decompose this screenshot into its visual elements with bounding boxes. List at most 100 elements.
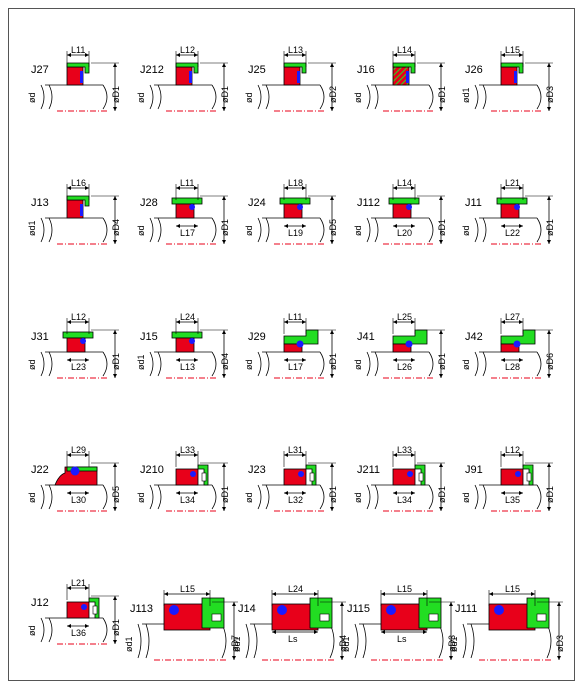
shaft-end — [428, 217, 434, 243]
dim-top: L11 — [71, 45, 85, 55]
spring — [536, 613, 547, 622]
dim-top: L33 — [180, 445, 195, 455]
dim-left: ød — [244, 225, 254, 236]
shaft-break — [257, 484, 270, 510]
dim-left: ød — [136, 492, 146, 503]
shaft-end — [438, 623, 444, 659]
shaft-break — [366, 351, 379, 377]
oring — [296, 340, 304, 348]
seal-name: J13 — [31, 197, 49, 209]
oring — [407, 471, 413, 477]
shaft-end — [221, 623, 227, 659]
dim-left: ød — [27, 92, 37, 103]
dim-top: L13 — [288, 45, 303, 55]
seal-body — [283, 468, 307, 486]
dim-top: L11 — [180, 178, 194, 188]
spring — [319, 613, 330, 622]
seal-cell-j212: L12 øD1 ød J212 — [136, 45, 230, 112]
shaft-end — [536, 351, 542, 377]
dim-top: L11 — [288, 312, 302, 322]
oring — [80, 71, 83, 83]
spring — [201, 472, 207, 482]
dim-bottom: L22 — [505, 228, 520, 238]
seal-cell-j27: L11 øD1 ød J27 — [27, 45, 121, 112]
dim-top: L15 — [397, 584, 412, 594]
dim-left: ød1 — [136, 354, 146, 370]
dim-left: ød — [27, 359, 37, 370]
shaft-end — [102, 84, 108, 110]
shaft-end — [211, 217, 217, 243]
seal-name: J113 — [130, 603, 153, 615]
dim-right: øD1 — [437, 86, 447, 103]
oring — [297, 204, 303, 210]
shaft-break — [149, 217, 162, 243]
dim-bottom: L17 — [288, 362, 303, 372]
spring — [211, 613, 222, 622]
seal-name: J41 — [357, 331, 375, 343]
shaft-break — [474, 217, 487, 243]
seal-housing — [526, 597, 550, 629]
seal-cell-j13: L16 øD4 ød1 J13 — [27, 178, 121, 245]
seal-cell-j29: L11 L17 øD1 ød J29 — [244, 312, 338, 379]
seal-bar — [496, 197, 528, 205]
oring — [277, 605, 287, 615]
dim-left: ød1 — [124, 636, 134, 652]
shaft-end — [211, 84, 217, 110]
shaft-end — [211, 484, 217, 510]
shaft-end — [319, 484, 325, 510]
seal-cell-j42: L27 L28 øD6 ød J42 — [461, 312, 555, 379]
dim-bottom: L26 — [397, 362, 412, 372]
oring — [513, 340, 521, 348]
seal-bar — [388, 197, 420, 205]
dim-right: øD4 — [111, 219, 121, 236]
dim-top: L24 — [180, 312, 195, 322]
dim-right: øD2 — [328, 86, 338, 103]
shaft-end — [428, 351, 434, 377]
dim-left: ød — [353, 92, 363, 103]
oring — [81, 604, 87, 610]
shaft-break — [40, 484, 53, 510]
seal-name: J27 — [31, 64, 49, 76]
dim-bottom: L32 — [288, 495, 303, 505]
seal-body — [500, 343, 520, 353]
oring — [189, 204, 195, 210]
dim-top: L12 — [180, 45, 195, 55]
seal-name: J16 — [357, 64, 375, 76]
dim-top: L24 — [288, 584, 303, 594]
dim-left: ød — [461, 359, 471, 370]
dim-right: øD1 — [111, 86, 121, 103]
oring — [515, 471, 521, 477]
dim-bottom: L34 — [397, 495, 412, 505]
dim-right: øD1 — [220, 486, 230, 503]
oring — [80, 204, 83, 216]
shaft-break — [366, 217, 379, 243]
seal-name: J11 — [465, 197, 482, 209]
seal-name: J115 — [347, 603, 370, 615]
dim-right: øD5 — [111, 486, 121, 503]
seal-housing — [309, 597, 333, 629]
shaft-break — [245, 623, 258, 659]
seal-housing — [418, 597, 442, 629]
seal-cell-j41: L25 L26 øD1 ød J41 — [353, 312, 447, 379]
seal-name: J91 — [465, 464, 483, 476]
shaft-break — [137, 623, 150, 659]
seal-cell-j11: L21 L22 øD1 ød J11 — [461, 178, 555, 245]
seal-body — [392, 343, 412, 353]
seal-name: J14 — [238, 603, 256, 615]
oring — [189, 71, 192, 83]
dim-top: L27 — [505, 312, 520, 322]
shaft-end — [102, 217, 108, 243]
oring — [297, 71, 300, 83]
dim-left: ød — [244, 92, 254, 103]
dim-left: ød — [461, 225, 471, 236]
dim-top: L14 — [397, 178, 412, 188]
seal-bar — [62, 331, 94, 339]
dim-top: L21 — [505, 178, 520, 188]
dim-bottom: L13 — [180, 362, 195, 372]
dim-right: øD1 — [111, 619, 121, 636]
shaft-end — [319, 84, 325, 110]
seal-name: J42 — [465, 331, 483, 343]
seal-bar — [171, 197, 203, 205]
seal-name: J25 — [248, 64, 266, 76]
